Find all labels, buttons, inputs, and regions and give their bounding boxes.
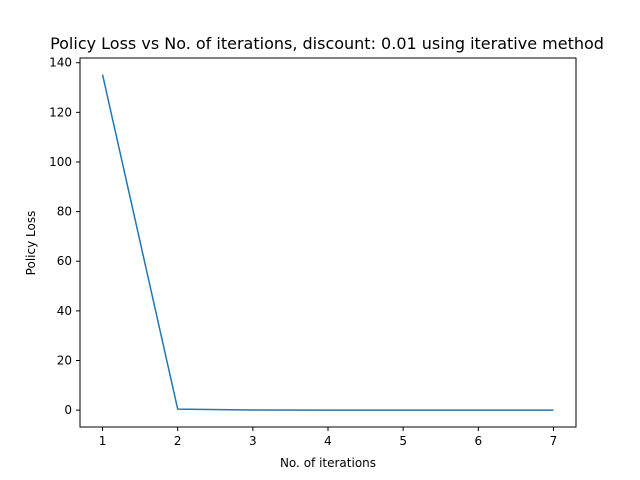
y-tick-label: 20 <box>57 353 72 367</box>
x-tick-label: 5 <box>399 434 407 448</box>
x-tick-label: 3 <box>249 434 257 448</box>
x-tick-label: 1 <box>99 434 107 448</box>
y-tick-label: 40 <box>57 304 72 318</box>
y-tick-label: 120 <box>49 105 72 119</box>
y-axis-label: Policy Loss <box>24 211 38 276</box>
x-axis: 1 2 3 4 5 6 7 <box>99 427 558 448</box>
y-axis: 0 20 40 60 80 100 120 140 <box>49 56 80 417</box>
x-tick-label: 6 <box>474 434 482 448</box>
y-tick-label: 0 <box>64 403 72 417</box>
x-tick-label: 2 <box>174 434 182 448</box>
plot-area <box>101 74 554 411</box>
chart-title: Policy Loss vs No. of iterations, discou… <box>50 34 604 53</box>
y-tick-label: 80 <box>57 205 72 219</box>
y-tick-label: 100 <box>49 155 72 169</box>
y-tick-label: 140 <box>49 56 72 70</box>
series-line-0 <box>101 74 554 411</box>
y-tick-label: 60 <box>57 254 72 268</box>
x-axis-label: No. of iterations <box>280 456 376 470</box>
x-tick-label: 4 <box>324 434 332 448</box>
x-tick-label: 7 <box>550 434 558 448</box>
